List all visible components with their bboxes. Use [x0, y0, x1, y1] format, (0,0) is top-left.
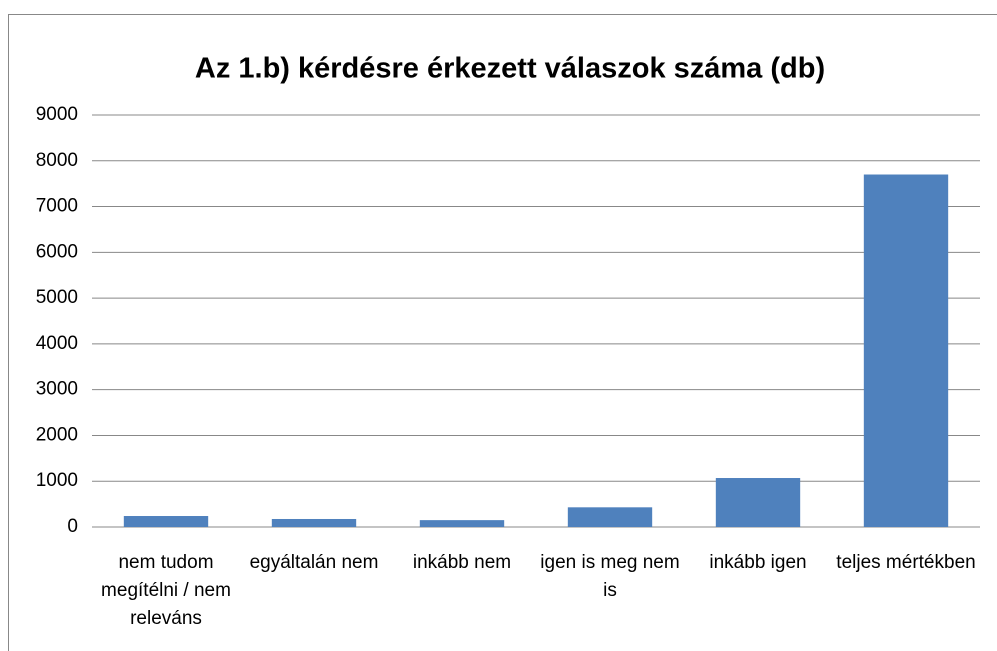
y-tick-label: 0 [67, 516, 78, 537]
y-tick-label: 9000 [36, 104, 78, 125]
bar [863, 174, 949, 527]
x-tick-label: nem tudom megítélni / nem releváns [101, 552, 231, 629]
bar [271, 518, 357, 527]
y-tick-label: 3000 [36, 379, 78, 400]
x-tick-label: egyáltalán nem [249, 552, 379, 573]
chart-title: Az 1.b) kérdésre érkezett válaszok száma… [195, 53, 825, 85]
bar [567, 507, 653, 527]
chart-border [8, 14, 997, 651]
x-tick-label: teljes mértékben [836, 552, 976, 573]
bar [123, 516, 209, 527]
x-tick-label: inkább igen [709, 552, 807, 573]
y-tick-label: 1000 [36, 470, 78, 491]
x-tick-label: inkább nem [412, 552, 512, 573]
y-tick-label: 7000 [36, 196, 78, 217]
y-tick-label: 2000 [36, 424, 78, 445]
bar [715, 478, 801, 527]
x-tick-label: igen is meg nem is [540, 552, 680, 601]
y-tick-label: 6000 [36, 241, 78, 262]
y-tick-label: 5000 [36, 287, 78, 308]
y-tick-label: 4000 [36, 333, 78, 354]
y-tick-label: 8000 [36, 150, 78, 171]
bar [419, 520, 505, 527]
